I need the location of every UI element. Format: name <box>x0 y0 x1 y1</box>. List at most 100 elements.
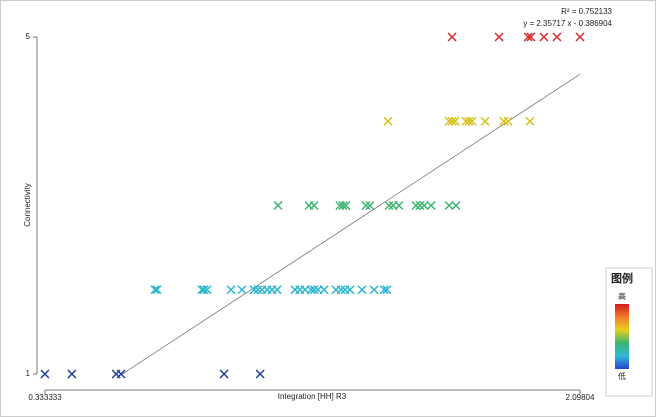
point <box>199 285 209 295</box>
point <box>552 32 562 42</box>
point-stroke <box>451 200 461 211</box>
point-stroke <box>338 200 348 211</box>
point <box>499 116 509 126</box>
point-stroke <box>411 200 421 211</box>
point <box>273 200 283 211</box>
point <box>336 285 346 295</box>
x-axis-label: Integration [HH] R3 <box>278 392 347 401</box>
point-stroke <box>319 285 329 295</box>
point <box>150 285 160 295</box>
point-stroke <box>336 285 346 295</box>
point <box>237 285 247 295</box>
point-stroke <box>361 200 371 211</box>
point <box>255 369 265 379</box>
point-stroke <box>273 200 283 211</box>
point <box>447 116 457 126</box>
point-stroke <box>309 285 319 295</box>
point-stroke <box>523 32 533 42</box>
point <box>152 285 162 295</box>
point <box>419 200 429 211</box>
point-stroke <box>494 32 504 42</box>
point-stroke <box>116 369 126 379</box>
y-axis-label: Connectivity <box>23 183 32 227</box>
point-stroke <box>539 32 549 42</box>
point <box>309 285 319 295</box>
point-stroke <box>552 32 562 42</box>
point <box>525 116 535 126</box>
point <box>338 200 348 211</box>
point-stroke <box>464 116 474 126</box>
point-stroke <box>357 285 367 295</box>
point-stroke <box>415 200 425 211</box>
point <box>464 116 474 126</box>
point-stroke <box>202 285 212 295</box>
point-stroke <box>503 116 513 126</box>
point <box>40 369 50 379</box>
x-tick-label: 0.333333 <box>28 393 62 402</box>
point <box>319 285 329 295</box>
point-stroke <box>272 285 282 295</box>
point <box>382 285 392 295</box>
point-stroke <box>369 285 379 295</box>
y-tick-label: 5 <box>26 32 31 41</box>
point <box>383 116 393 126</box>
point-stroke <box>253 285 263 295</box>
point-stroke <box>152 285 162 295</box>
point <box>394 200 404 211</box>
legend-gradient <box>615 304 629 369</box>
point-stroke <box>525 116 535 126</box>
point-stroke <box>67 369 77 379</box>
point <box>249 285 259 295</box>
point-stroke <box>382 285 392 295</box>
point <box>503 116 513 126</box>
point <box>219 369 229 379</box>
point <box>526 32 536 42</box>
y-tick-label: 1 <box>26 369 31 378</box>
point <box>444 200 454 211</box>
point-stroke <box>447 116 457 126</box>
legend-title: 图例 <box>611 271 633 285</box>
point-stroke <box>426 200 436 211</box>
point-stroke <box>499 116 509 126</box>
point <box>369 285 379 295</box>
point-stroke <box>419 200 429 211</box>
point <box>306 285 316 295</box>
point <box>575 32 585 42</box>
point <box>384 200 394 211</box>
point-stroke <box>444 200 454 211</box>
point <box>451 200 461 211</box>
point-stroke <box>306 285 316 295</box>
point-stroke <box>526 32 536 42</box>
point-stroke <box>150 285 160 295</box>
point <box>253 285 263 295</box>
point-stroke <box>219 369 229 379</box>
point-stroke <box>447 32 457 42</box>
point <box>494 32 504 42</box>
point-stroke <box>379 285 389 295</box>
point-stroke <box>365 200 375 211</box>
point <box>379 285 389 295</box>
point-stroke <box>467 116 477 126</box>
point-stroke <box>345 285 355 295</box>
point <box>447 32 457 42</box>
point-stroke <box>199 285 209 295</box>
point <box>309 200 319 211</box>
point <box>415 200 425 211</box>
point <box>202 285 212 295</box>
point <box>272 285 282 295</box>
legend-high: 高 <box>618 291 626 301</box>
point-stroke <box>383 116 393 126</box>
point <box>411 200 421 211</box>
point <box>480 116 490 126</box>
point <box>361 200 371 211</box>
point <box>539 32 549 42</box>
point-stroke <box>255 369 265 379</box>
point-stroke <box>450 116 460 126</box>
equation-label: y = 2.35717 x - 0.386904 <box>523 19 612 28</box>
point-stroke <box>394 200 404 211</box>
point-stroke <box>575 32 585 42</box>
point <box>426 200 436 211</box>
point <box>365 200 375 211</box>
